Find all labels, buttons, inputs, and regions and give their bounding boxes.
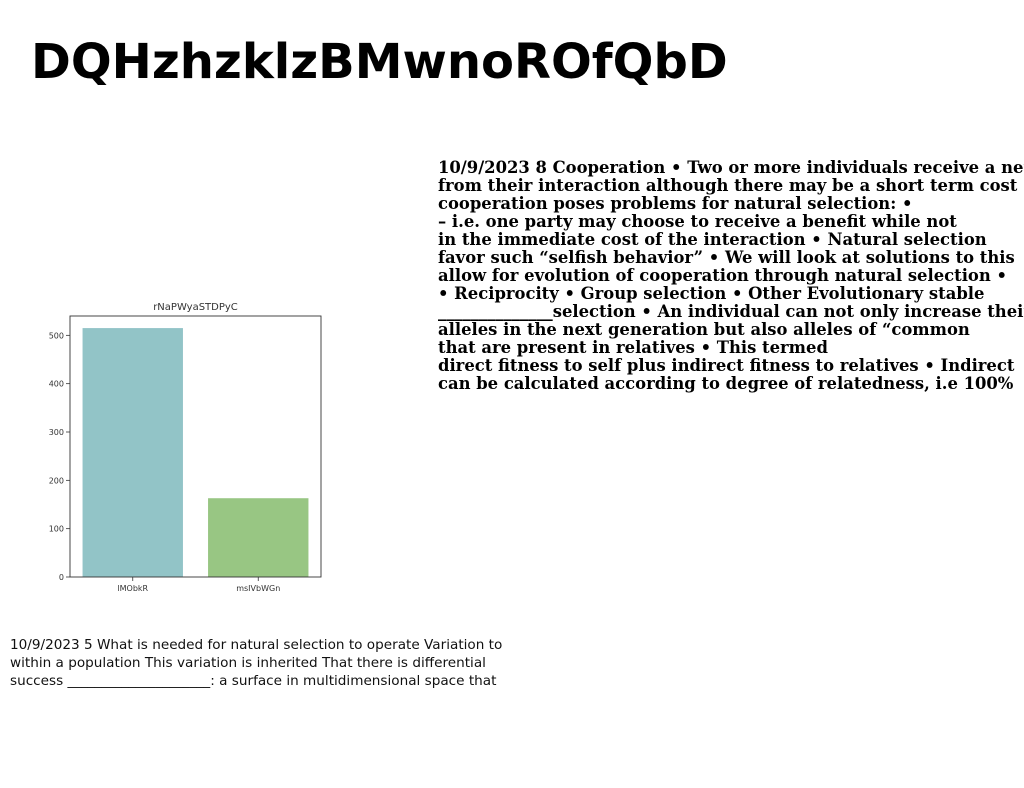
text-line: direct fitness to self plus indirect fit…	[438, 356, 1015, 375]
y-tick-label: 400	[49, 380, 64, 389]
y-tick-label: 200	[49, 476, 64, 485]
plot-frame	[69, 315, 322, 578]
text-line: in the immediate cost of the interaction…	[438, 230, 987, 249]
text-line: allow for evolution of cooperation throu…	[438, 266, 1007, 285]
bar-chart-svg: rNaPWyaSTDPyC lMObkR msIVbWGn 0 100 200 300 400…	[49, 302, 322, 593]
text-line: cooperation poses problems for natural s…	[438, 194, 913, 213]
text-line: within a population This variation is in…	[10, 655, 486, 671]
text-line: – i.e. one party may choose to receive a…	[438, 212, 957, 231]
text-line: ______________selection • An individual …	[438, 302, 1024, 321]
bar-msIVbWGn	[208, 498, 309, 577]
text-line: can be calculated according to degree of…	[438, 374, 1014, 393]
y-tick-label: 100	[49, 525, 64, 534]
natural-selection-text-block: 10/9/2023 5 What is needed for natural s…	[10, 636, 550, 690]
bar-lMObkR	[82, 328, 183, 577]
text-line: • Reciprocity • Group selection • Other …	[438, 284, 985, 303]
chart-title: rNaPWyaSTDPyC	[153, 302, 238, 313]
x-tick-label: lMObkR	[117, 584, 148, 593]
text-line: from their interaction although there ma…	[438, 176, 1024, 195]
text-line: 10/9/2023 8 Cooperation • Two or more in…	[438, 158, 1024, 177]
cooperation-text-block: 10/9/2023 8 Cooperation • Two or more in…	[438, 159, 1024, 393]
text-line: 10/9/2023 5 What is needed for natural s…	[10, 637, 503, 653]
text-line: alleles in the next generation but also …	[438, 320, 970, 339]
text-line: that are present in relatives • This ter…	[438, 338, 828, 357]
page-title: DQHzhzklzBMwnoROfQbD	[31, 34, 728, 90]
y-tick-label: 0	[59, 573, 64, 582]
text-line: favor such “selfish behavior” • We will …	[438, 248, 1015, 267]
x-tick-label: msIVbWGn	[236, 584, 280, 593]
text-line: success _____________________: a surface…	[10, 673, 497, 689]
bar-chart: rNaPWyaSTDPyC lMObkR msIVbWGn 0 100 200 300 400…	[40, 295, 340, 605]
y-tick-label: 300	[49, 428, 64, 437]
y-tick-label: 500	[49, 331, 64, 340]
